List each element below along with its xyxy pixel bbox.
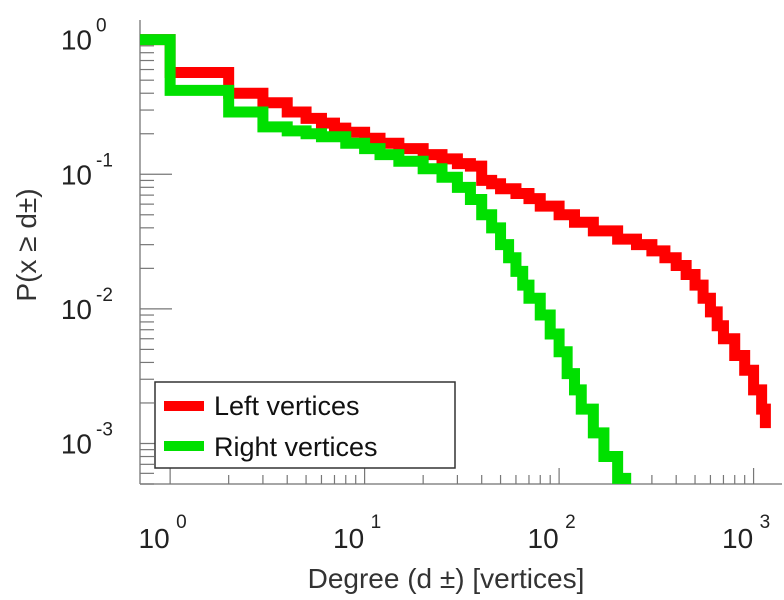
x-tick-label: 10 1 [333,512,381,554]
x-tick-label: 10 0 [139,512,187,554]
x-tick-label: 10 3 [722,512,770,554]
svg-text:-2: -2 [96,285,113,306]
tick-marks [139,20,782,485]
y-tick-label: 10 -2 [61,285,113,325]
y-tick-label: 10 -3 [61,419,113,459]
y-axis-label: P(x ≥ d±) [11,188,42,301]
svg-text:10: 10 [61,428,92,459]
series-line-left-vertices [140,34,771,429]
x-tick-label: 10 2 [528,512,576,554]
svg-text:10: 10 [61,294,92,325]
y-tick-label: 10 -1 [61,150,113,190]
legend-label-left: Left vertices [214,391,360,421]
svg-text:10: 10 [722,523,753,554]
y-tick-label: 10 0 [61,16,107,56]
legend-label-right: Right vertices [214,432,378,462]
svg-text:2: 2 [565,512,576,533]
series-line-right-vertices [140,34,632,484]
svg-text:10: 10 [333,523,364,554]
x-tick-labels: 10 0 10 1 10 2 10 3 [139,512,771,554]
svg-text:-3: -3 [96,419,113,440]
svg-text:0: 0 [176,512,187,533]
svg-text:0: 0 [96,16,107,37]
svg-text:10: 10 [61,25,92,56]
svg-text:10: 10 [528,523,559,554]
svg-text:1: 1 [371,512,382,533]
svg-text:10: 10 [61,159,92,190]
svg-text:-1: -1 [96,150,113,171]
legend-box [154,381,456,469]
svg-text:10: 10 [139,523,170,554]
series-layer [140,34,771,484]
legend: Left vertices Right vertices [154,381,456,469]
x-axis-label: Degree (d ±) [vertices] [308,563,585,594]
svg-text:3: 3 [760,512,771,533]
